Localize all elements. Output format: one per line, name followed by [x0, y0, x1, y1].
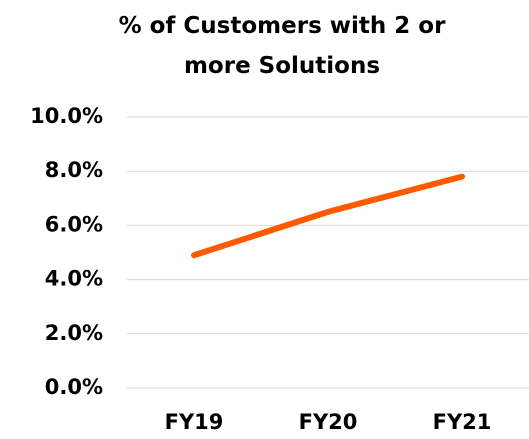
x-tick-label: FY21 [433, 410, 492, 434]
x-tick-label: FY20 [299, 410, 358, 434]
y-tick-label: 10.0% [30, 104, 103, 128]
x-tick-label: FY19 [165, 410, 224, 434]
y-tick-label: 4.0% [45, 267, 103, 291]
y-tick-label: 6.0% [45, 212, 103, 236]
y-tick-label: 8.0% [45, 158, 103, 182]
data-line [191, 173, 465, 259]
chart-title: % of Customers with 2 or more Solutions [118, 13, 446, 79]
y-tick-label: 0.0% [45, 375, 103, 399]
y-tick-label: 2.0% [45, 321, 103, 345]
